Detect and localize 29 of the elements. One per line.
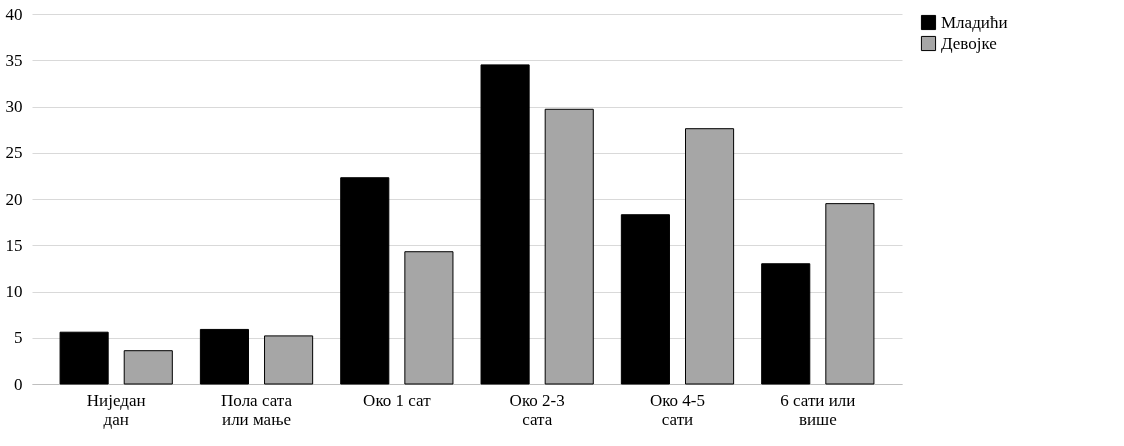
bar <box>825 203 875 385</box>
x-tick-label: Око 2-3 сата <box>509 390 565 429</box>
y-tick-label: 35 <box>5 50 23 70</box>
x-tick-label: Ниједан дан <box>86 390 146 429</box>
bar <box>340 177 390 385</box>
y-tick-label: 15 <box>5 235 23 255</box>
y-tick-label: 20 <box>5 189 23 209</box>
bar <box>761 263 811 385</box>
y-tick-label: 10 <box>5 282 23 301</box>
x-tick-label: 6 сати или више <box>780 390 856 429</box>
bar <box>685 128 735 385</box>
bar <box>199 328 249 385</box>
x-tick-label: Око 1 сат <box>363 390 432 410</box>
bar <box>620 214 670 385</box>
y-tick-label: 40 <box>5 4 23 24</box>
bar <box>404 251 454 385</box>
bar <box>59 331 109 385</box>
legend-label: Девојке <box>941 33 997 53</box>
y-tick-label: 0 <box>14 374 23 394</box>
bar <box>480 64 530 385</box>
y-tick-label: 25 <box>5 143 23 163</box>
y-tick-label: 30 <box>5 97 23 116</box>
bar <box>544 108 594 385</box>
y-tick-label: 5 <box>14 328 23 348</box>
x-tick-label: Око 4-5 сати <box>649 390 706 429</box>
bar <box>264 335 314 385</box>
bar <box>123 350 173 385</box>
x-tick-label: Пола сата или мање <box>221 390 293 429</box>
legend-label: Младићи <box>941 12 1008 32</box>
